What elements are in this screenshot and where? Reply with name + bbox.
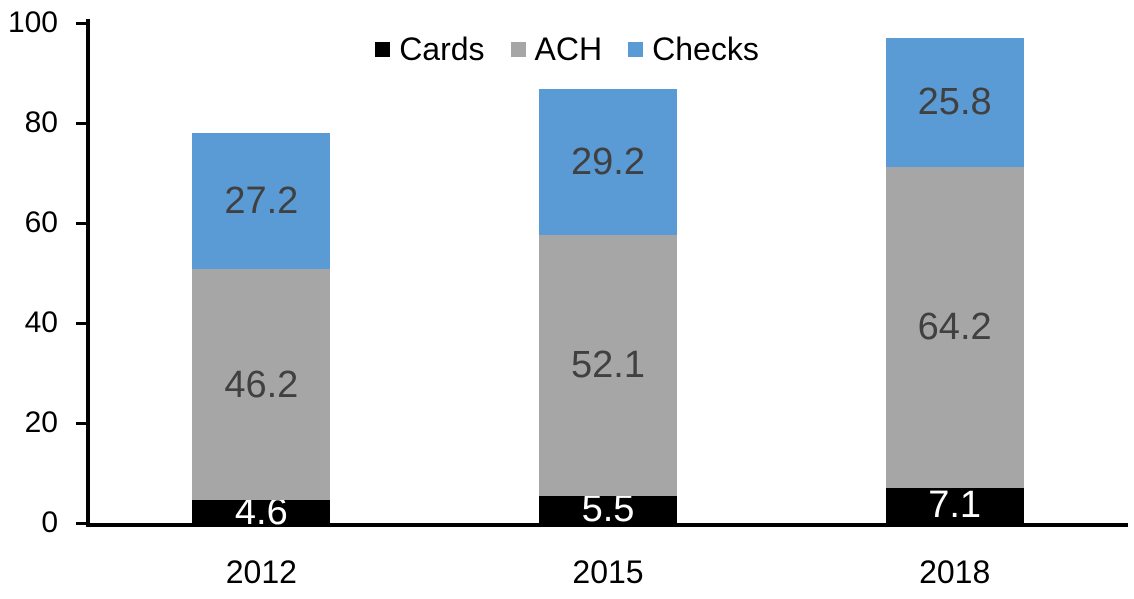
bar-segment-ach-2015: 52.1 (539, 235, 677, 496)
y-axis-tick-label: 80 (24, 106, 58, 139)
bar-segment-cards-2018: 7.1 (885, 484, 1024, 527)
y-axis-tick (76, 521, 88, 525)
x-axis-category-label: 2018 (919, 554, 991, 590)
legend-label: ACH (534, 31, 603, 67)
x-axis-line (86, 523, 1128, 527)
bar-segment-cards-2012: 4.6 (192, 493, 331, 531)
bar-value-label: 27.2 (224, 180, 299, 222)
bar-segment-checks-2018: 25.8 (885, 37, 1024, 167)
legend-swatch-cards (375, 41, 391, 57)
bar-value-label: 25.8 (917, 81, 992, 123)
bar-segment-ach-2012: 46.2 (192, 269, 331, 500)
legend-label: Checks (652, 31, 759, 67)
legend-swatch-ach (510, 41, 526, 57)
bar-segment-checks-2012: 27.2 (192, 133, 331, 269)
bar-value-label: 64.2 (917, 306, 992, 348)
bar-value-label: 46.2 (224, 363, 299, 406)
legend-item-cards: Cards (375, 31, 485, 67)
y-axis-tick (76, 321, 88, 325)
y-axis-tick (76, 21, 88, 25)
x-axis-category-label: 2012 (225, 554, 297, 590)
y-axis-tick (76, 121, 88, 125)
y-axis-tick-label: 40 (24, 306, 58, 339)
bar-value-label: 29.2 (571, 141, 645, 183)
legend-swatch-checks (628, 41, 644, 57)
legend-item-ach: ACH (510, 31, 603, 67)
x-axis-category-label: 2015 (572, 554, 644, 590)
y-axis-tick-label: 0 (41, 506, 58, 539)
bar-value-label: 7.1 (928, 484, 982, 527)
chart-legend: Cards ACH Checks (0, 31, 1134, 67)
y-axis-tick-label: 20 (24, 406, 58, 439)
y-axis-tick-label: 60 (24, 206, 58, 239)
y-axis-tick (76, 221, 88, 225)
bar-segment-cards-2015: 5.5 (539, 490, 677, 528)
bar-segment-ach-2018: 64.2 (885, 166, 1024, 488)
y-axis-line (86, 19, 90, 527)
y-axis-tick-label: 100 (7, 6, 58, 39)
y-axis-tick (76, 421, 88, 425)
bar-value-label: 52.1 (571, 344, 645, 387)
bar-value-label: 5.5 (581, 488, 635, 531)
bar-segment-checks-2015: 29.2 (539, 89, 677, 235)
legend-item-checks: Checks (628, 33, 759, 65)
legend-label: Cards (399, 31, 485, 67)
